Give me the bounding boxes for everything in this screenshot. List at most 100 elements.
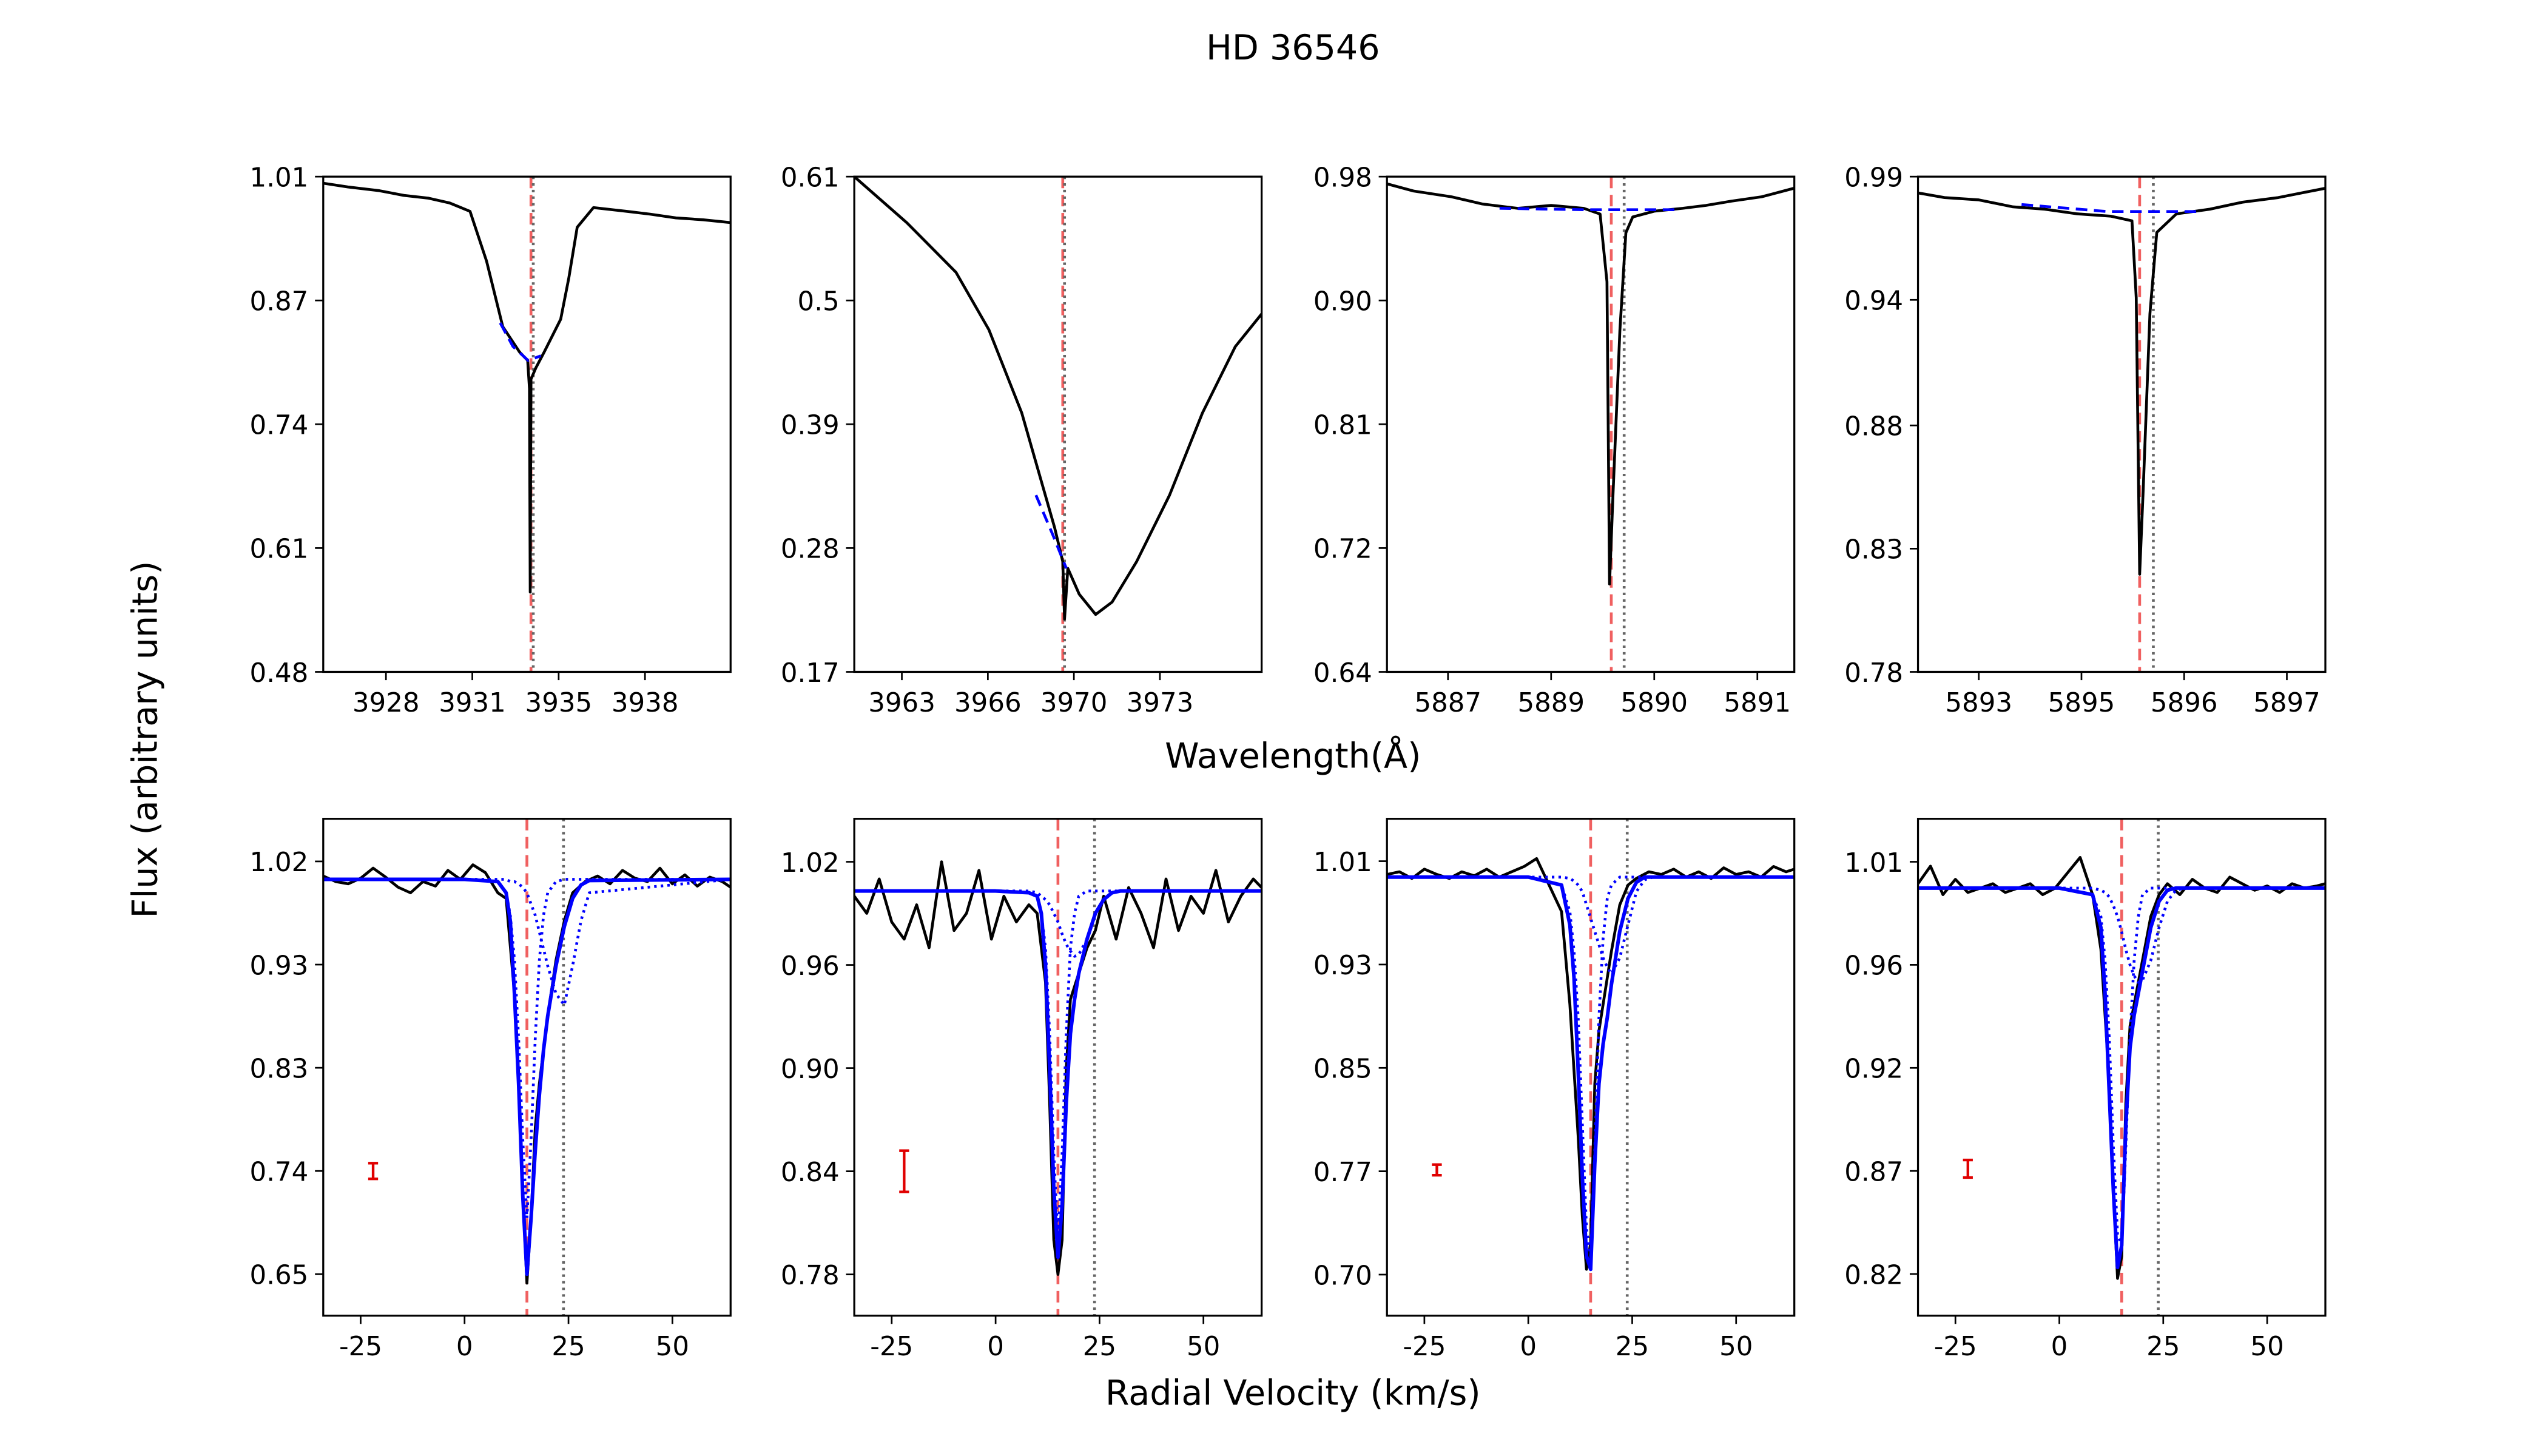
- x-tick-label: 3970: [1040, 688, 1108, 718]
- y-tick-label: 0.70: [1313, 1261, 1372, 1291]
- y-tick-label: 0.61: [781, 163, 840, 193]
- y-tick-label: 0.83: [1844, 535, 1903, 565]
- x-tick-label: 3935: [525, 688, 593, 718]
- series-line: [1387, 875, 1795, 1258]
- y-tick-label: 0.93: [250, 951, 309, 981]
- x-tick-label: -25: [870, 1332, 913, 1362]
- series-line: [1918, 886, 2326, 1247]
- series-line: [1387, 857, 1795, 1271]
- axes-frame: [322, 175, 732, 673]
- y-tick-label: 0.74: [250, 411, 309, 441]
- x-tick-label: 25: [1083, 1332, 1116, 1362]
- y-tick-label: 0.61: [250, 534, 309, 565]
- y-tick-label: 0.5: [798, 287, 840, 317]
- plot-area: [854, 818, 1262, 1316]
- y-axis-label: Flux (arbitrary units): [125, 561, 165, 918]
- x-tick-label: 3938: [612, 688, 679, 718]
- y-tick-label: 1.02: [781, 848, 840, 878]
- series-line: [2021, 203, 2202, 213]
- y-tick-label: 0.82: [1844, 1260, 1903, 1290]
- series-line: [854, 860, 1262, 1276]
- x-tick-label: 0: [1520, 1332, 1537, 1362]
- y-tick-label: 0.77: [1313, 1158, 1372, 1188]
- y-tick-label: 0.39: [781, 411, 840, 441]
- y-tick-label: 0.90: [781, 1054, 840, 1085]
- y-tick-label: 0.74: [250, 1158, 309, 1188]
- y-tick-label: 0.78: [1844, 658, 1903, 689]
- y-tick-label: 0.81: [1313, 411, 1372, 441]
- x-tick-label: 5897: [2253, 688, 2320, 718]
- series-line: [854, 889, 1262, 1242]
- series-line: [323, 878, 731, 1006]
- x-tick-label: 5896: [2151, 688, 2218, 718]
- y-tick-label: 0.96: [1844, 951, 1903, 982]
- axes-frame: [853, 175, 1263, 673]
- x-tick-label: 3928: [352, 688, 420, 718]
- y-tick-label: 0.72: [1313, 534, 1372, 565]
- plot-area: [323, 177, 731, 672]
- x-tick-label: 50: [656, 1332, 689, 1362]
- y-tick-label: 0.98: [1313, 163, 1372, 193]
- plot-area: [1918, 177, 2326, 672]
- x-tick-label: -25: [339, 1332, 382, 1362]
- x-tick-label: 3966: [954, 688, 1022, 718]
- x-tick-label: 0: [987, 1332, 1004, 1362]
- x-tick-label: 50: [1719, 1332, 1753, 1362]
- x-tick-label: 5890: [1620, 688, 1688, 718]
- series-line: [1499, 207, 1680, 212]
- y-tick-label: 0.65: [250, 1261, 309, 1291]
- y-tick-label: 0.87: [1844, 1157, 1903, 1187]
- x-tick-label: 3963: [868, 688, 935, 718]
- plot-area: [1918, 818, 2326, 1316]
- x-tick-label: 50: [2250, 1332, 2283, 1362]
- x-tick-label: 5893: [1945, 688, 2012, 718]
- x-tick-label: -25: [1934, 1332, 1977, 1362]
- y-tick-label: 0.87: [250, 287, 309, 317]
- x-tick-label: 5895: [2048, 688, 2115, 718]
- x-tick-label: 25: [1616, 1332, 1649, 1362]
- y-tick-label: 0.93: [1313, 951, 1372, 981]
- y-tick-label: 0.17: [781, 658, 840, 689]
- series-line: [323, 181, 731, 594]
- y-tick-label: 0.96: [781, 951, 840, 982]
- y-tick-label: 0.92: [1844, 1054, 1903, 1085]
- y-tick-label: 0.90: [1313, 287, 1372, 317]
- x-tick-label: 3973: [1127, 688, 1194, 718]
- x-tick-label: 0: [2051, 1332, 2068, 1362]
- y-tick-label: 1.02: [250, 848, 309, 878]
- x-tick-label: 5889: [1517, 688, 1585, 718]
- x-axis-label-bottom: Radial Velocity (km/s): [1105, 1373, 1481, 1414]
- x-tick-label: -25: [1403, 1332, 1446, 1362]
- x-tick-label: 0: [456, 1332, 473, 1362]
- y-tick-label: 1.01: [1844, 848, 1903, 878]
- axes-frame: [1916, 175, 2327, 673]
- x-tick-label: 5891: [1724, 688, 1791, 718]
- plot-area: [854, 177, 1262, 672]
- series-line: [1387, 182, 1795, 586]
- y-tick-label: 0.99: [1844, 163, 1903, 193]
- y-tick-label: 0.85: [1313, 1054, 1372, 1085]
- y-tick-label: 0.48: [250, 658, 309, 689]
- x-tick-label: 25: [2146, 1332, 2180, 1362]
- y-tick-label: 0.84: [781, 1158, 840, 1188]
- y-tick-label: 0.78: [781, 1261, 840, 1291]
- x-tick-label: 50: [1187, 1332, 1220, 1362]
- y-tick-label: 0.64: [1313, 658, 1372, 689]
- y-tick-label: 0.88: [1844, 412, 1903, 442]
- plot-area: [1387, 177, 1795, 672]
- series-line: [854, 177, 1262, 621]
- axes-frame: [1386, 175, 1796, 673]
- series-line: [323, 878, 731, 1220]
- y-tick-label: 0.28: [781, 534, 840, 565]
- y-tick-label: 0.94: [1844, 286, 1903, 317]
- x-tick-label: 3931: [439, 688, 506, 718]
- series-line: [854, 889, 1262, 958]
- axes-frame: [853, 818, 1263, 1317]
- series-line: [499, 322, 542, 362]
- y-tick-label: 0.83: [250, 1054, 309, 1084]
- x-tick-label: 25: [551, 1332, 585, 1362]
- series-line: [1918, 187, 2326, 576]
- figure-title: HD 36546: [1206, 28, 1380, 68]
